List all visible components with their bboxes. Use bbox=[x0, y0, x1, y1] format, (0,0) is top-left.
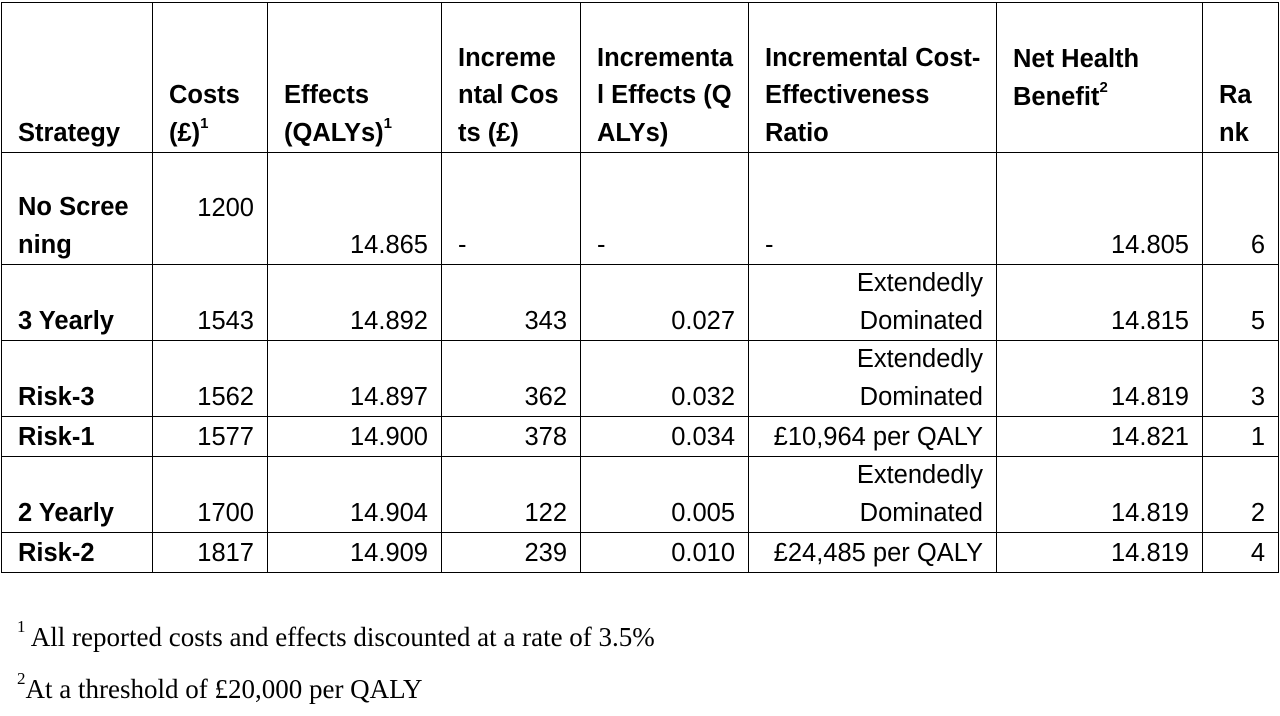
incremental-effects-cell: - bbox=[580, 152, 749, 265]
nhb-cell: 14.819 bbox=[996, 340, 1203, 417]
rank-cell: 6 bbox=[1202, 152, 1279, 265]
nhb-cell: 14.815 bbox=[996, 264, 1203, 341]
effects-cell: 14.897 bbox=[267, 340, 442, 417]
strategy-cell: 3 Yearly bbox=[1, 264, 153, 341]
rank-cell: 3 bbox=[1202, 340, 1279, 417]
results-table: Strategy Costs (£)1 Effects (QALYs)1 Inc… bbox=[1, 2, 1279, 573]
strategy-cell: 2 Yearly bbox=[1, 456, 153, 533]
table-row: No Screening 1200 14.865 - - - 14.805 6 bbox=[1, 152, 1279, 265]
footnote: 1 All reported costs and effects discoun… bbox=[17, 617, 655, 652]
table-row: Risk-3 1562 14.897 362 0.032 Extendedly … bbox=[1, 340, 1279, 417]
costs-cell: 1200 bbox=[152, 152, 268, 265]
rank-cell: 1 bbox=[1202, 416, 1279, 457]
incremental-effects-cell: 0.034 bbox=[580, 416, 749, 457]
table-row: 3 Yearly 1543 14.892 343 0.027 Extendedl… bbox=[1, 264, 1279, 341]
rank-cell: 2 bbox=[1202, 456, 1279, 533]
icer-cell: £24,485 per QALY bbox=[748, 532, 997, 573]
nhb-cell: 14.821 bbox=[996, 416, 1203, 457]
strategy-cell: No Screening bbox=[1, 152, 153, 265]
effects-cell: 14.892 bbox=[267, 264, 442, 341]
strategy-cell: Risk-1 bbox=[1, 416, 153, 457]
header-net-health-benefit: Net Health Benefit2 bbox=[996, 2, 1203, 153]
header-costs: Costs (£)1 bbox=[152, 2, 268, 153]
table-row: Risk-2 1817 14.909 239 0.010 £24,485 per… bbox=[1, 532, 1279, 573]
incremental-effects-cell: 0.032 bbox=[580, 340, 749, 417]
header-icer: Incremental Cost-Effectiveness Ratio bbox=[748, 2, 997, 153]
nhb-cell: 14.805 bbox=[996, 152, 1203, 265]
incremental-costs-cell: - bbox=[441, 152, 581, 265]
incremental-costs-cell: 362 bbox=[441, 340, 581, 417]
icer-cell: Extendedly Dominated bbox=[748, 264, 997, 341]
costs-cell: 1562 bbox=[152, 340, 268, 417]
incremental-effects-cell: 0.010 bbox=[580, 532, 749, 573]
icer-cell: Extendedly Dominated bbox=[748, 456, 997, 533]
incremental-costs-cell: 378 bbox=[441, 416, 581, 457]
icer-cell: £10,964 per QALY bbox=[748, 416, 997, 457]
costs-cell: 1817 bbox=[152, 532, 268, 573]
header-strategy: Strategy bbox=[1, 2, 153, 153]
nhb-cell: 14.819 bbox=[996, 456, 1203, 533]
nhb-cell: 14.819 bbox=[996, 532, 1203, 573]
costs-cell: 1577 bbox=[152, 416, 268, 457]
incremental-effects-cell: 0.005 bbox=[580, 456, 749, 533]
icer-cell: Extendedly Dominated bbox=[748, 340, 997, 417]
header-row: Strategy Costs (£)1 Effects (QALYs)1 Inc… bbox=[1, 2, 1279, 153]
costs-cell: 1700 bbox=[152, 456, 268, 533]
table-row: 2 Yearly 1700 14.904 122 0.005 Extendedl… bbox=[1, 456, 1279, 533]
effects-cell: 14.865 bbox=[267, 152, 442, 265]
footnote: 2At a threshold of £20,000 per QALY bbox=[17, 669, 423, 704]
rank-cell: 5 bbox=[1202, 264, 1279, 341]
strategy-cell: Risk-2 bbox=[1, 532, 153, 573]
incremental-effects-cell: 0.027 bbox=[580, 264, 749, 341]
effects-cell: 14.909 bbox=[267, 532, 442, 573]
rank-cell: 4 bbox=[1202, 532, 1279, 573]
header-incremental-effects: Incremental Effects (QALYs) bbox=[580, 2, 749, 153]
header-effects: Effects (QALYs)1 bbox=[267, 2, 442, 153]
costs-cell: 1543 bbox=[152, 264, 268, 341]
incremental-costs-cell: 343 bbox=[441, 264, 581, 341]
icer-cell: - bbox=[748, 152, 997, 265]
strategy-cell: Risk-3 bbox=[1, 340, 153, 417]
effects-cell: 14.904 bbox=[267, 456, 442, 533]
header-incremental-costs: Incremental Costs (£) bbox=[441, 2, 581, 153]
effects-cell: 14.900 bbox=[267, 416, 442, 457]
incremental-costs-cell: 239 bbox=[441, 532, 581, 573]
header-rank: Rank bbox=[1202, 2, 1279, 153]
incremental-costs-cell: 122 bbox=[441, 456, 581, 533]
table-row: Risk-1 1577 14.900 378 0.034 £10,964 per… bbox=[1, 416, 1279, 457]
